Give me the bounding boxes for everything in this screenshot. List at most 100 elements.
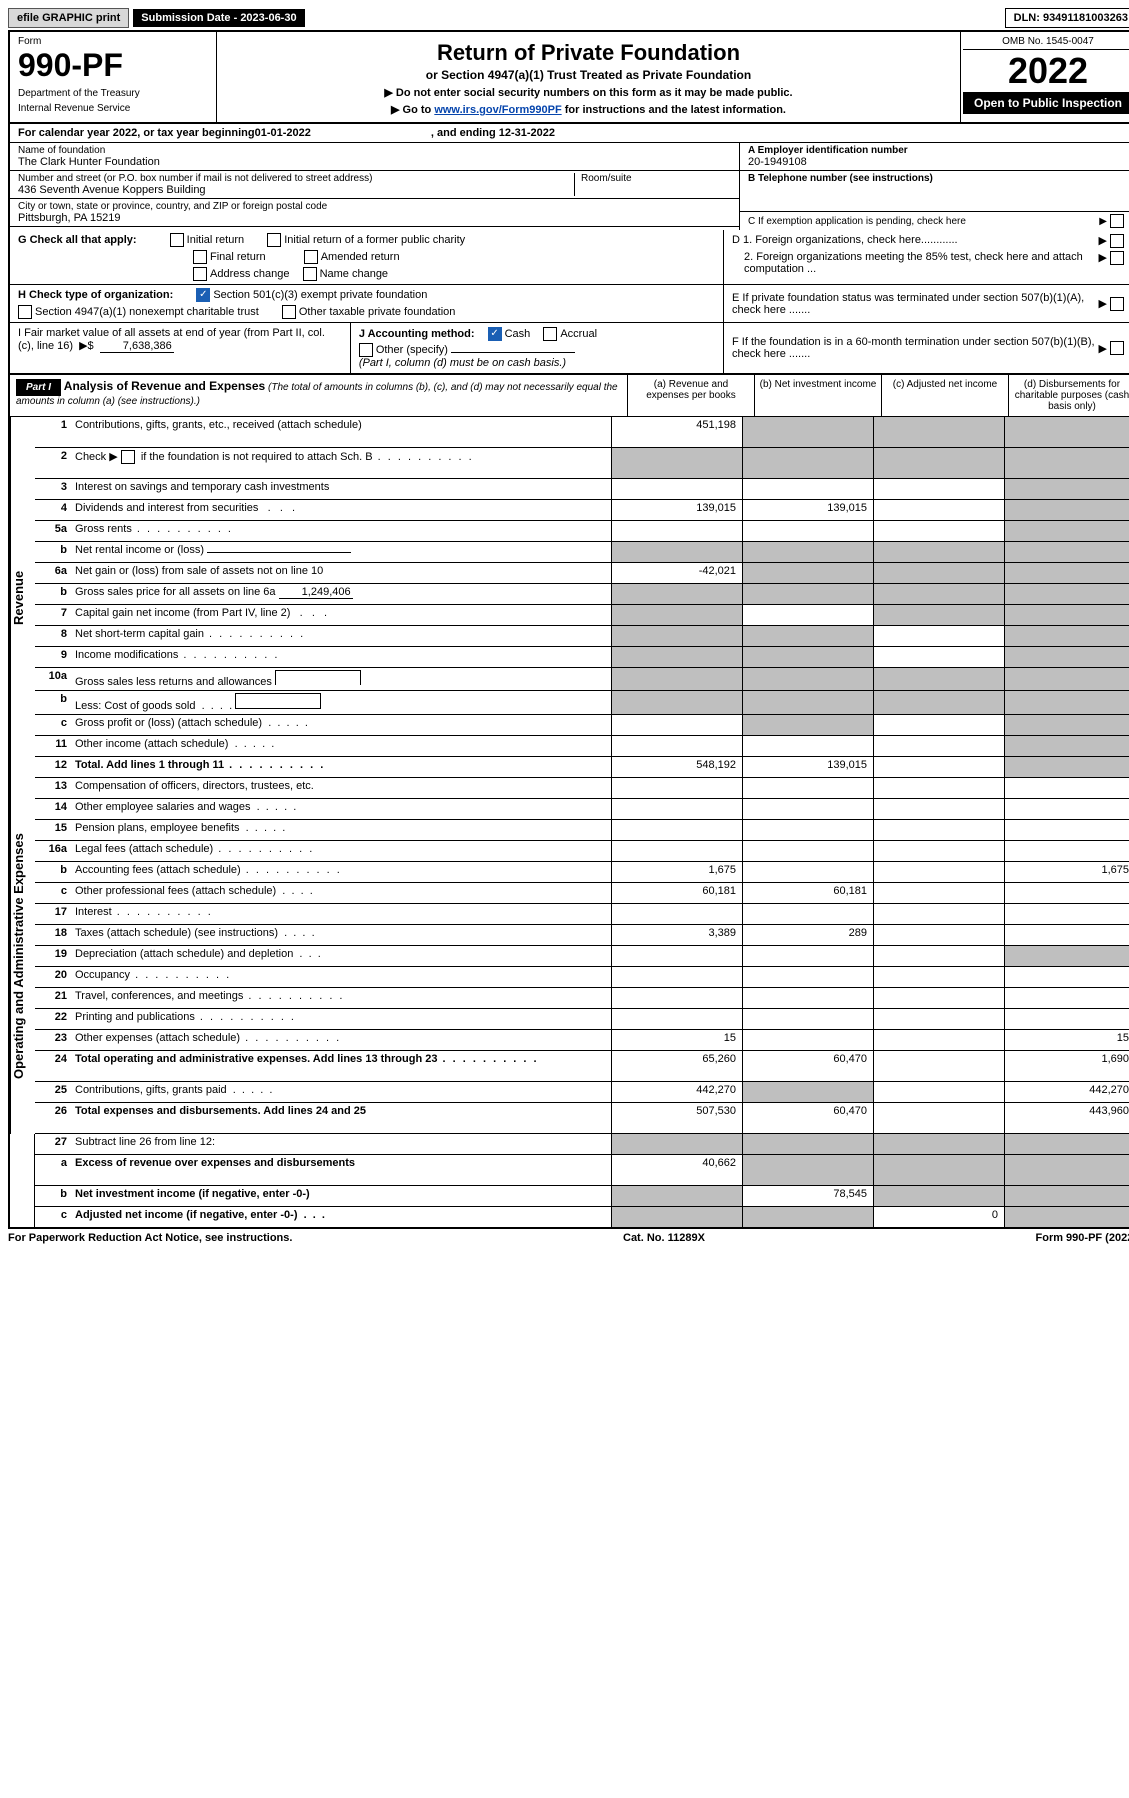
r9-d [1004, 647, 1129, 667]
r16b-a: 1,675 [611, 862, 742, 882]
r5b-a [611, 542, 742, 562]
r6b-b [742, 584, 873, 604]
r3-num: 3 [35, 479, 71, 499]
j-other: Other (specify) [376, 344, 448, 356]
r24-num: 24 [35, 1051, 71, 1081]
calendar-row: For calendar year 2022, or tax year begi… [8, 124, 1129, 143]
r27b-b: 78,545 [742, 1186, 873, 1206]
r1-label: Contributions, gifts, grants, etc., rece… [71, 417, 611, 447]
r16a-d [1004, 841, 1129, 861]
r27-label: Subtract line 26 from line 12: [71, 1134, 611, 1154]
form-header: Form 990-PF Department of the Treasury I… [8, 30, 1129, 124]
r27-a [611, 1134, 742, 1154]
revenue-body: Revenue 1Contributions, gifts, grants, e… [10, 417, 1129, 778]
r10b-label: Less: Cost of goods sold . . . . [71, 691, 611, 714]
r16a-num: 16a [35, 841, 71, 861]
g-final-checkbox[interactable] [193, 250, 207, 264]
expenses-vlabel: Operating and Administrative Expenses [10, 778, 35, 1134]
g-name-checkbox[interactable] [303, 267, 317, 281]
r7-a [611, 605, 742, 625]
g-amended-checkbox[interactable] [304, 250, 318, 264]
r4-b: 139,015 [742, 500, 873, 520]
header-left: Form 990-PF Department of the Treasury I… [10, 32, 217, 122]
r6b-c [873, 584, 1004, 604]
j-other-checkbox[interactable] [359, 343, 373, 357]
f-checkbox[interactable] [1110, 341, 1124, 355]
r12-d [1004, 757, 1129, 777]
r27-d [1004, 1134, 1129, 1154]
r23-b [742, 1030, 873, 1050]
d-block: D 1. Foreign organizations, check here..… [723, 230, 1129, 284]
j-accrual-checkbox[interactable] [543, 327, 557, 341]
r11-label: Other income (attach schedule) . . . . . [71, 736, 611, 756]
g-initial-public-checkbox[interactable] [267, 233, 281, 247]
r16c-c [873, 883, 1004, 903]
r16c-label: Other professional fees (attach schedule… [71, 883, 611, 903]
submission-date: Submission Date - 2023-06-30 [133, 9, 304, 27]
r6a-label: Net gain or (loss) from sale of assets n… [71, 563, 611, 583]
r18-d [1004, 925, 1129, 945]
r21-d [1004, 988, 1129, 1008]
city-row: City or town, state or province, country… [10, 199, 739, 227]
revenue-vlabel: Revenue [10, 417, 35, 778]
entity-block: Name of foundation The Clark Hunter Foun… [8, 143, 1129, 230]
ein-value: 20-1949108 [748, 156, 1127, 168]
form990pf-link[interactable]: www.irs.gov/Form990PF [434, 104, 561, 116]
r20-a [611, 967, 742, 987]
r5b-num: b [35, 542, 71, 562]
r10c-b [742, 715, 873, 735]
r11-b [742, 736, 873, 756]
r11-c [873, 736, 1004, 756]
r8-d [1004, 626, 1129, 646]
form-title: Return of Private Foundation [223, 40, 954, 66]
r10a-label: Gross sales less returns and allowances [71, 668, 611, 690]
ein-row: A Employer identification number 20-1949… [740, 143, 1129, 171]
h-4947-checkbox[interactable] [18, 305, 32, 319]
g-opt-0: Initial return [187, 234, 244, 246]
r21-c [873, 988, 1004, 1008]
r2-checkbox[interactable] [121, 450, 135, 464]
r2-b [742, 448, 873, 478]
r10b-c [873, 691, 1004, 714]
j-cash-checkbox[interactable]: ✓ [488, 327, 502, 341]
r24-label: Total operating and administrative expen… [71, 1051, 611, 1081]
r5b-b [742, 542, 873, 562]
ij-row: I Fair market value of all assets at end… [8, 323, 1129, 375]
part1-title: Analysis of Revenue and Expenses [64, 379, 265, 393]
r13-num: 13 [35, 778, 71, 798]
r25-c [873, 1082, 1004, 1102]
r17-label: Interest [71, 904, 611, 924]
j-block: J Accounting method: ✓Cash Accrual Other… [351, 323, 724, 373]
room-cell: Room/suite [574, 173, 731, 196]
g-opt-1: Initial return of a former public charit… [284, 234, 465, 246]
r21-a [611, 988, 742, 1008]
r10a-c [873, 668, 1004, 690]
r27b-d [1004, 1186, 1129, 1206]
r11-num: 11 [35, 736, 71, 756]
r6b-a [611, 584, 742, 604]
r16a-a [611, 841, 742, 861]
efile-btn[interactable]: efile GRAPHIC print [8, 8, 129, 28]
g-address-checkbox[interactable] [193, 267, 207, 281]
r7-num: 7 [35, 605, 71, 625]
r9-label: Income modifications [71, 647, 611, 667]
r10a-a [611, 668, 742, 690]
g-initial-checkbox[interactable] [170, 233, 184, 247]
d2-checkbox[interactable] [1110, 251, 1124, 265]
h-other-checkbox[interactable] [282, 305, 296, 319]
c-checkbox[interactable] [1110, 214, 1124, 228]
r8-a [611, 626, 742, 646]
h-opt-1: Section 501(c)(3) exempt private foundat… [213, 289, 427, 301]
r18-num: 18 [35, 925, 71, 945]
h-501c3-checkbox[interactable]: ✓ [196, 288, 210, 302]
r2-num: 2 [35, 448, 71, 478]
r26-c [873, 1103, 1004, 1133]
note-ssn: ▶ Do not enter social security numbers o… [223, 86, 954, 99]
d1-checkbox[interactable] [1110, 234, 1124, 248]
r15-label: Pension plans, employee benefits . . . .… [71, 820, 611, 840]
r16b-c [873, 862, 1004, 882]
col-c: (c) Adjusted net income [881, 375, 1008, 416]
r5a-c [873, 521, 1004, 541]
e-checkbox[interactable] [1110, 297, 1124, 311]
r1-a: 451,198 [611, 417, 742, 447]
